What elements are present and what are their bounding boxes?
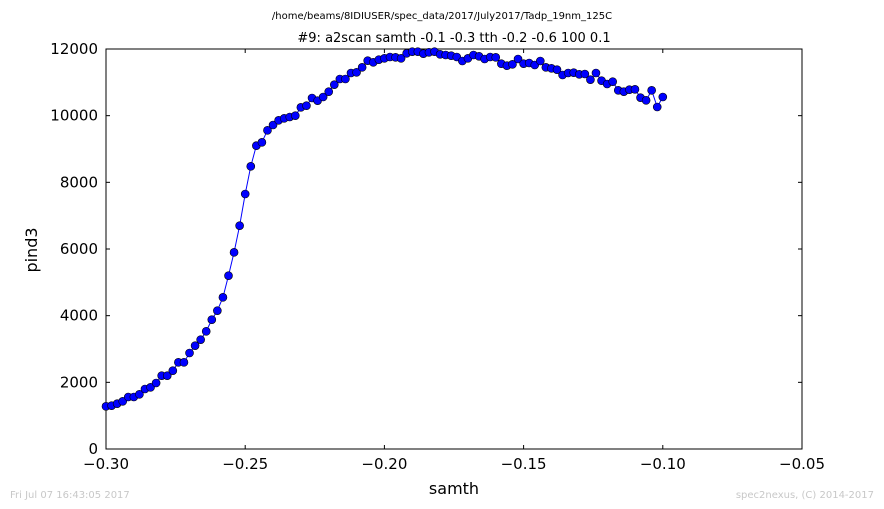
data-point [185, 348, 194, 358]
data-point [190, 341, 200, 350]
x-tick-label: −0.30 [83, 455, 129, 473]
data-point [246, 162, 256, 171]
data-point [201, 327, 211, 336]
data-point [168, 366, 178, 375]
series-points [101, 47, 668, 411]
x-axis: −0.30 −0.25 −0.20 −0.15 −0.10 −0.05 [83, 49, 825, 473]
data-point [586, 75, 595, 84]
data-point [608, 77, 617, 86]
footer-timestamp: Fri Jul 07 16:43:05 2017 [10, 490, 130, 501]
data-point [647, 86, 656, 95]
data-point [324, 87, 334, 96]
data-point [224, 271, 233, 280]
data-point [240, 189, 250, 199]
data-point [357, 63, 367, 72]
data-point [641, 96, 651, 105]
y-axis-label: pind3 [22, 227, 41, 272]
data-point [491, 53, 501, 62]
x-tick-label: −0.15 [501, 455, 547, 473]
data-point [213, 306, 222, 315]
data-point [302, 101, 311, 110]
data-point [508, 60, 517, 69]
y-tick-label: 2000 [60, 373, 98, 391]
chart-title: #9: a2scan samth -0.1 -0.3 tth -0.2 -0.6… [297, 31, 610, 46]
y-tick-label: 8000 [60, 173, 98, 191]
data-point [291, 111, 300, 120]
data-point [162, 371, 172, 380]
data-point [352, 68, 361, 77]
data-point [580, 69, 590, 79]
data-point [535, 56, 545, 66]
data-point [207, 315, 217, 324]
y-tick-label: 6000 [60, 240, 98, 258]
data-point [552, 65, 562, 74]
data-point [630, 85, 640, 94]
chart-suptitle: /home/beams/8IDIUSER/spec_data/2017/July… [272, 11, 612, 22]
data-point [179, 358, 189, 367]
plot-area [105, 48, 803, 450]
data-point [235, 221, 244, 230]
data-point [396, 54, 406, 63]
data-point [268, 120, 278, 130]
y-tick-label: 10000 [50, 107, 98, 125]
data-point [591, 68, 601, 78]
data-point [196, 335, 205, 344]
data-point [329, 80, 339, 89]
data-point [318, 92, 328, 102]
x-tick-label: −0.20 [361, 455, 407, 473]
data-point [652, 102, 662, 112]
y-axis: 0 2000 4000 6000 8000 10000 12000 [50, 40, 802, 458]
data-point [135, 390, 144, 399]
data-point [658, 92, 668, 102]
footer-credit: spec2nexus, (C) 2014-2017 [735, 490, 874, 501]
data-point [341, 74, 350, 84]
data-point [229, 248, 239, 257]
data-point [263, 126, 272, 135]
x-tick-label: −0.05 [779, 455, 825, 473]
y-tick-label: 12000 [50, 40, 98, 58]
x-tick-label: −0.10 [640, 455, 686, 473]
data-point [513, 54, 523, 64]
y-tick-label: 0 [88, 440, 98, 458]
data-point [257, 138, 267, 147]
y-tick-label: 4000 [60, 307, 98, 325]
data-point [218, 293, 228, 302]
data-point [151, 378, 161, 388]
x-tick-label: −0.25 [222, 455, 268, 473]
x-axis-label: samth [429, 479, 479, 498]
